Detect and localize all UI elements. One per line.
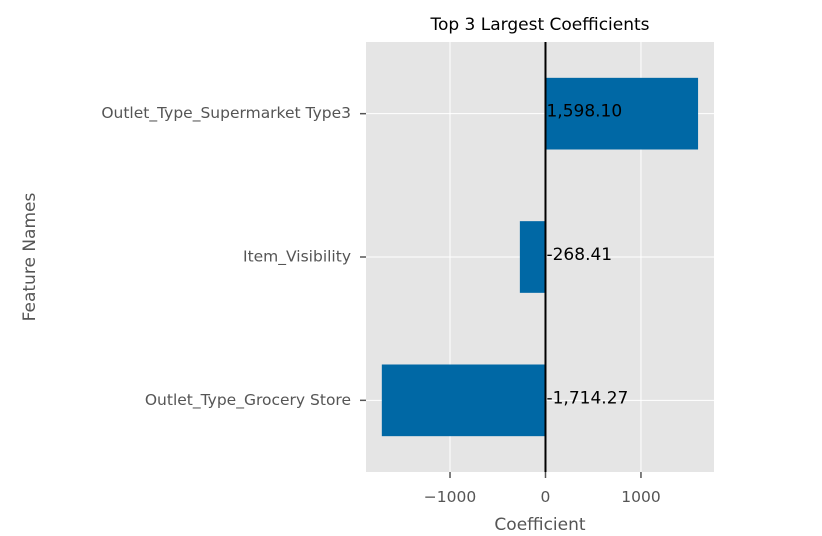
data-labels: 1,598.10 -268.41 -1,714.27 [546,102,628,409]
y-tick-label: Item_Visibility [243,248,351,267]
bar [545,77,699,150]
data-label: -268.41 [546,245,612,265]
chart-title: Top 3 Largest Coefficients [429,15,649,35]
data-label: 1,598.10 [546,102,622,122]
bars [381,77,699,437]
bar [381,364,546,437]
bar [519,221,546,293]
y-tick-label: Outlet_Type_Supermarket Type3 [101,104,351,123]
x-tick-label: −1000 [424,488,476,506]
x-axis-label: Coefficient [494,515,585,535]
data-label: -1,714.27 [546,388,628,408]
y-axis-label: Feature Names [20,193,40,322]
x-axis-ticks: −1000 0 1000 [424,472,661,506]
x-tick-label: 1000 [621,488,660,506]
y-tick-label: Outlet_Type_Grocery Store [145,391,351,410]
x-tick-label: 0 [541,488,551,506]
y-axis-ticks: Outlet_Type_Supermarket Type3 Item_Visibi… [101,104,366,410]
